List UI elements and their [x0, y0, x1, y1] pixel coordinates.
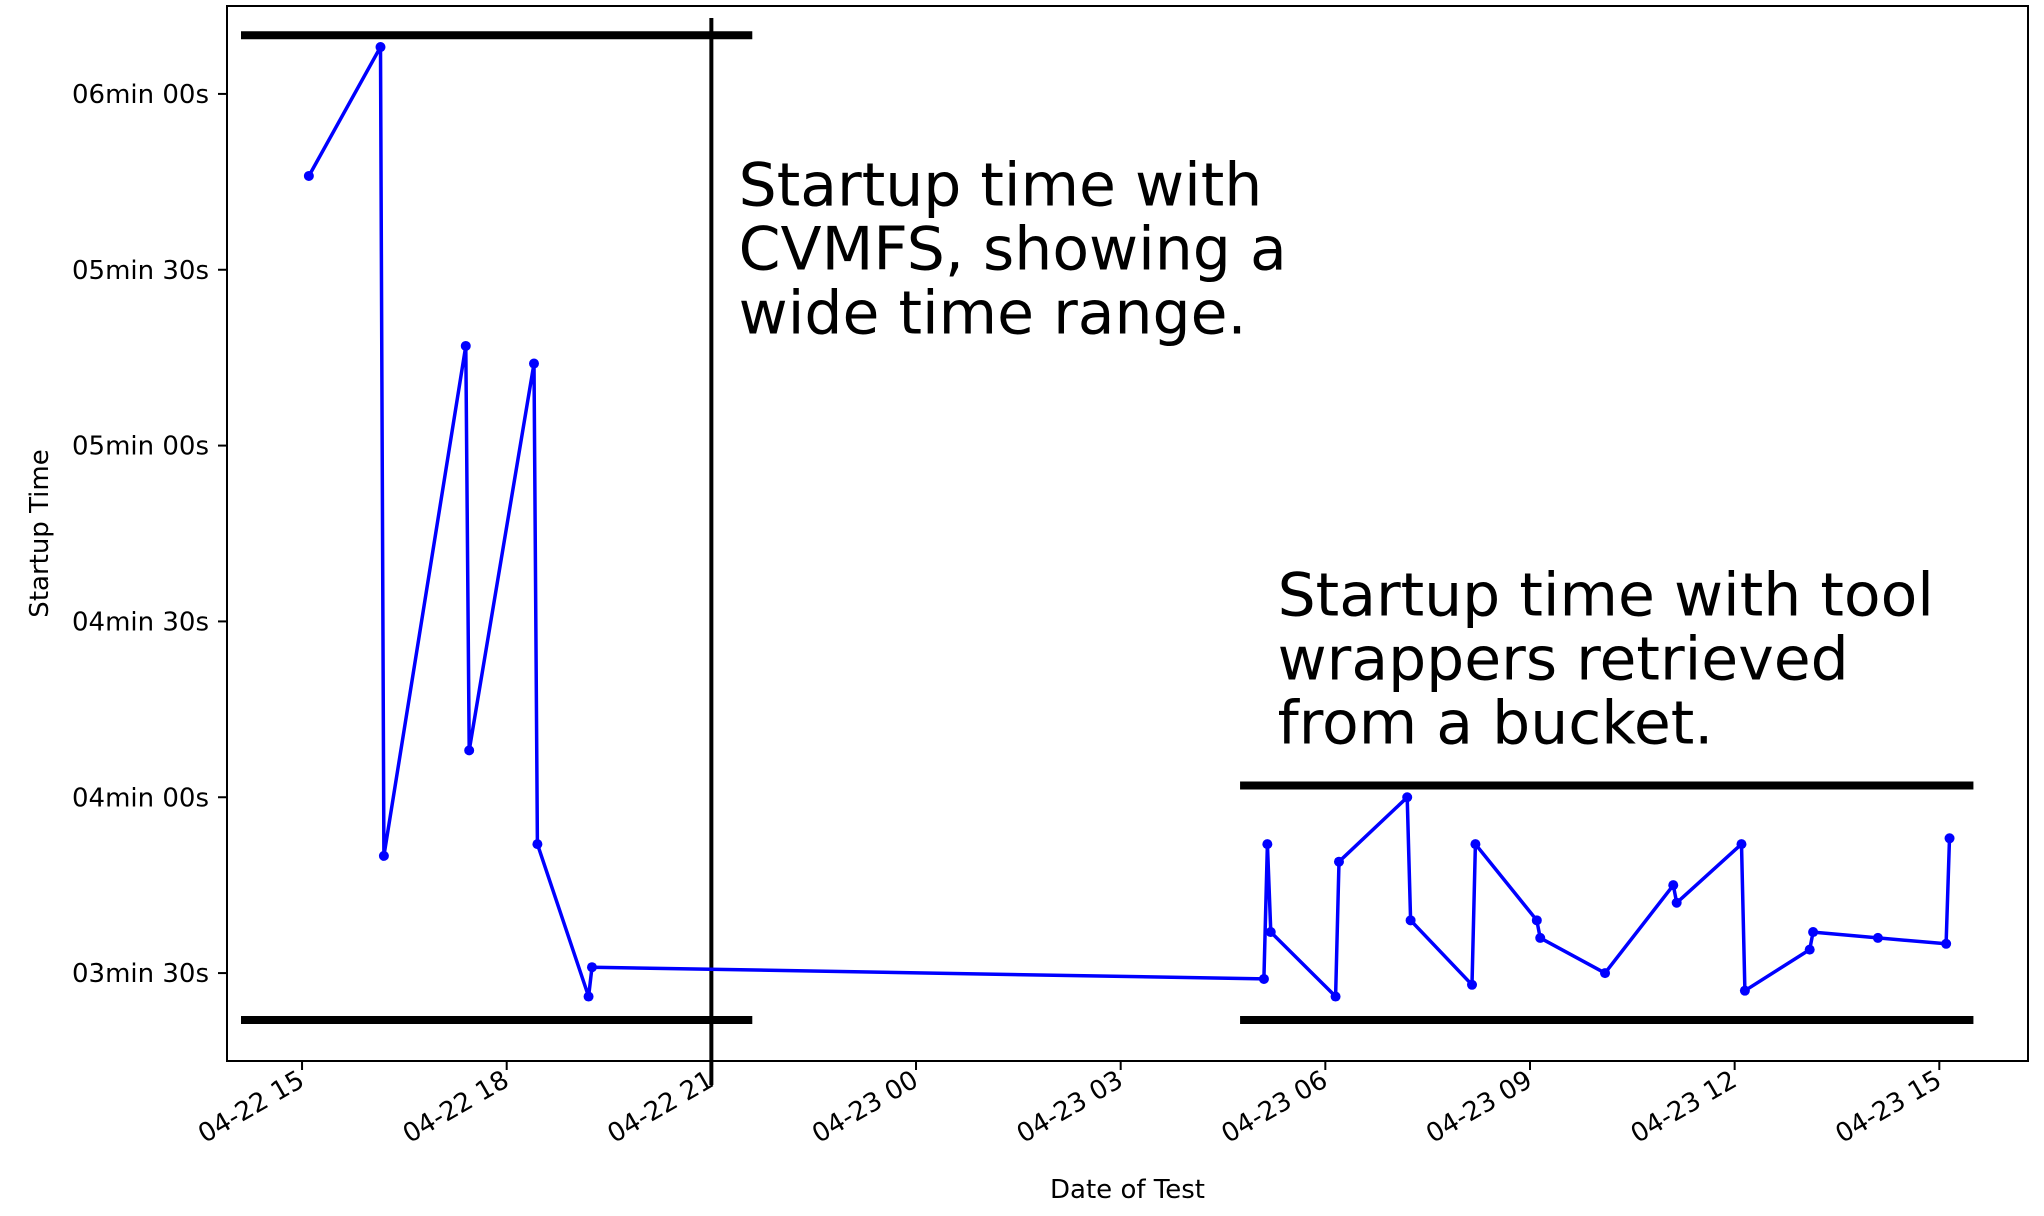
data-point [1330, 991, 1341, 1002]
y-axis-title: Startup Time [25, 449, 55, 617]
x-axis-title: Date of Test [1050, 1175, 1205, 1205]
annotation-line: wide time range. [739, 278, 1247, 348]
data-point [1402, 792, 1413, 803]
data-point [460, 340, 471, 351]
data-point [1262, 839, 1273, 850]
data-point [1470, 839, 1481, 850]
data-point [1941, 938, 1952, 949]
data-point [1535, 932, 1546, 943]
y-tick-label: 04min 30s [72, 607, 209, 637]
data-point [1808, 927, 1819, 938]
data-series [303, 42, 1955, 1002]
y-tick-label: 06min 00s [72, 80, 209, 110]
annotation-line: Startup time with tool [1278, 561, 1934, 631]
data-point [1265, 927, 1276, 938]
data-point [1467, 979, 1478, 990]
data-point [1736, 839, 1747, 850]
annotation-line: wrappers retrieved [1278, 625, 1849, 695]
data-point [303, 170, 314, 181]
data-point [586, 962, 597, 973]
data-point [1739, 985, 1750, 996]
data-point [528, 358, 539, 369]
annotation-line: CVMFS, showing a [739, 214, 1287, 284]
reference-lines [241, 18, 1974, 1085]
data-point [1671, 897, 1682, 908]
data-point [464, 745, 475, 756]
y-tick-label: 04min 00s [72, 783, 209, 813]
annotation-line: from a bucket. [1278, 689, 1714, 759]
data-point [378, 850, 389, 861]
data-point [532, 839, 543, 850]
series-line [307, 45, 1952, 999]
annotation-line: Startup time with [739, 150, 1263, 220]
plot-frame [226, 5, 2029, 1062]
y-tick-label: 05min 30s [72, 256, 209, 286]
y-tick-label: 05min 00s [72, 432, 209, 462]
data-point [1258, 973, 1269, 984]
data-point [1804, 944, 1815, 955]
data-point [583, 991, 594, 1002]
data-point [375, 42, 386, 53]
data-point [1333, 856, 1344, 867]
data-point [1405, 915, 1416, 926]
data-point [1944, 833, 1955, 844]
data-point [1600, 968, 1611, 979]
data-point [1872, 932, 1883, 943]
data-point [1668, 880, 1679, 891]
data-point [1531, 915, 1542, 926]
y-tick-label: 03min 30s [72, 959, 209, 989]
